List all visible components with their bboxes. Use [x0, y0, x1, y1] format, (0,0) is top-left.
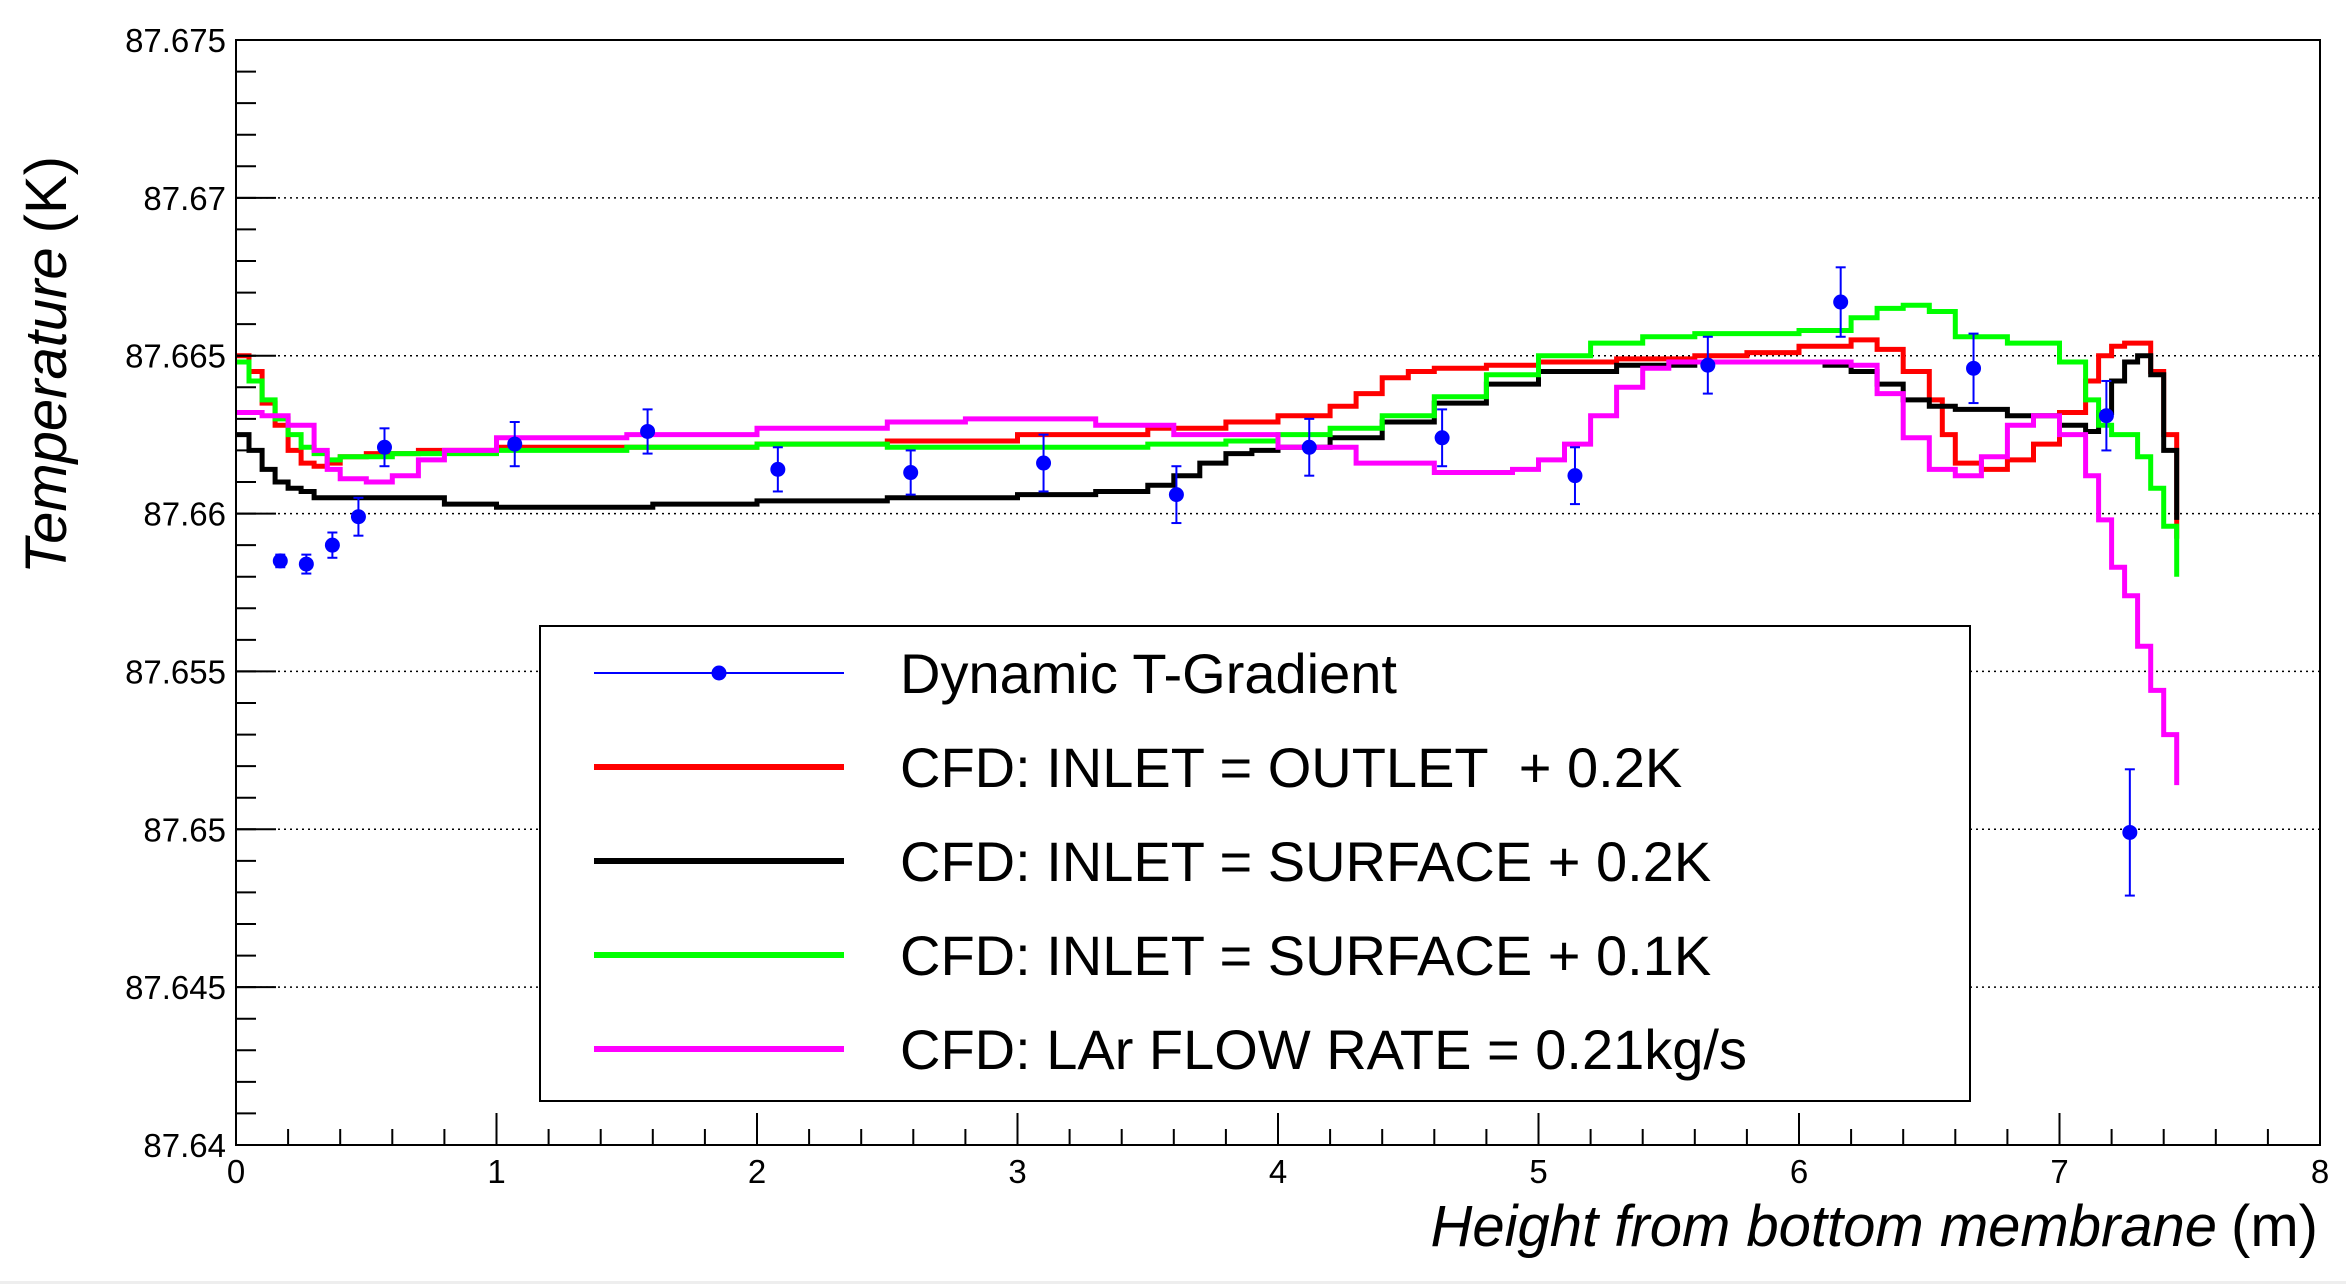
x-tick-label: 1	[487, 1153, 505, 1190]
series-group	[236, 266, 2180, 897]
x-axis-title-label: Height from bottom membrane	[1431, 1194, 2218, 1259]
data-point	[1036, 455, 1052, 471]
x-tick-label: 4	[1269, 1153, 1287, 1190]
y-tick-label: 87.64	[143, 1127, 226, 1164]
legend: Dynamic T-Gradient CFD: INLET = OUTLET + …	[539, 625, 1971, 1102]
data-point	[1833, 294, 1849, 310]
data-point	[2122, 824, 2138, 840]
y-tick-label: 87.665	[125, 338, 226, 375]
x-tick-label: 7	[2050, 1153, 2068, 1190]
x-tick-label: 5	[1529, 1153, 1547, 1190]
data-point	[298, 556, 314, 572]
x-axis-title: Height from bottom membrane (m)	[1431, 1194, 2319, 1259]
x-tick-label: 2	[748, 1153, 766, 1190]
y-tick-label: 87.655	[125, 653, 226, 690]
y-axis-title: Temperature (K)	[14, 156, 79, 574]
y-tick-label: 87.66	[143, 496, 226, 533]
y-tick-label: 87.67	[143, 180, 226, 217]
bottom-strip	[0, 1281, 2346, 1284]
legend-label: CFD: LAr FLOW RATE = 0.21kg/s	[900, 1018, 1747, 1081]
legend-label: CFD: INLET = SURFACE + 0.2K	[900, 830, 1711, 893]
data-point	[1567, 468, 1583, 484]
data-point	[376, 439, 392, 455]
data-point	[507, 436, 523, 452]
data-point	[324, 537, 340, 553]
series-line	[236, 359, 2180, 786]
x-tick-label: 0	[227, 1153, 245, 1190]
data-point	[770, 461, 786, 477]
y-tick-label: 87.65	[143, 811, 226, 848]
x-axis-title-unit: (m)	[2231, 1194, 2318, 1259]
y-axis-title-unit: (K)	[14, 156, 79, 233]
legend-label: CFD: INLET = SURFACE + 0.1K	[900, 924, 1711, 987]
data-point	[350, 509, 366, 525]
data-point	[1301, 439, 1317, 455]
y-axis-title-label: Temperature	[14, 247, 79, 574]
y-tick-label: 87.645	[125, 969, 226, 1006]
x-tick-label: 6	[1790, 1153, 1808, 1190]
data-point	[1168, 487, 1184, 503]
data-point	[1966, 360, 1982, 376]
axis-ticks: 87.6487.64587.6587.65587.6687.66587.6787…	[125, 22, 2329, 1190]
data-point	[1700, 357, 1716, 373]
data-point	[272, 553, 288, 569]
series-line	[236, 353, 2180, 520]
legend-label: CFD: INLET = OUTLET + 0.2K	[900, 736, 1682, 799]
data-point	[1434, 430, 1450, 446]
x-tick-label: 8	[2311, 1153, 2329, 1190]
data-point	[2098, 408, 2114, 424]
y-tick-label: 87.675	[125, 22, 226, 59]
legend-marker	[711, 665, 727, 681]
data-point	[903, 465, 919, 481]
x-tick-label: 3	[1008, 1153, 1026, 1190]
legend-label: Dynamic T-Gradient	[900, 642, 1397, 705]
data-point	[640, 423, 656, 439]
